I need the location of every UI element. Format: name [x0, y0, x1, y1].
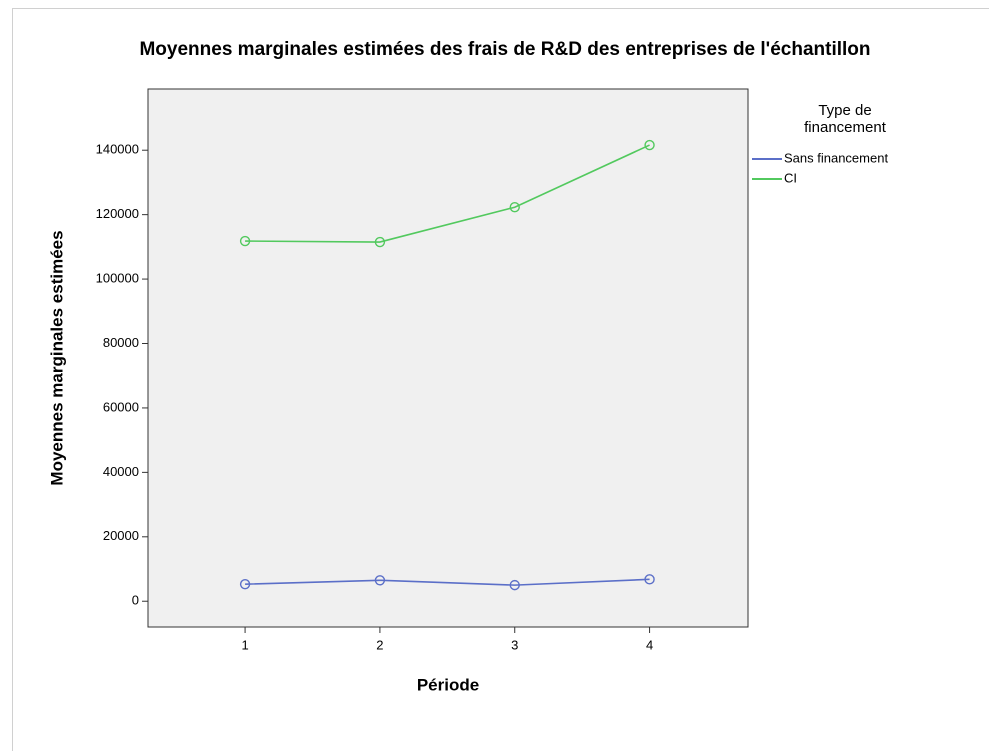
- point-marker: [644, 139, 655, 151]
- y-tick-label: 140000: [96, 142, 139, 157]
- y-tick-label: 100000: [96, 271, 139, 286]
- point-marker: [509, 579, 520, 591]
- y-tick-label: 20000: [103, 528, 139, 543]
- y-tick-label: 60000: [103, 399, 139, 414]
- y-tick-label: 40000: [103, 464, 139, 479]
- series-line: [245, 144, 650, 243]
- y-axis-label: Moyennes marginales estimées: [47, 230, 66, 485]
- legend-label: CI: [784, 170, 797, 185]
- x-axis-label: Période: [417, 675, 479, 694]
- series-line: [245, 578, 650, 586]
- y-tick-label: 80000: [103, 335, 139, 350]
- plot-area: [147, 88, 749, 628]
- x-tick-label: 1: [241, 637, 248, 652]
- x-tick-label: 2: [376, 637, 383, 652]
- y-tick-label: 120000: [96, 206, 139, 221]
- point-marker: [374, 575, 386, 586]
- y-tick-label: 0: [132, 593, 139, 608]
- x-tick-label: 4: [646, 637, 653, 652]
- point-marker: [239, 578, 251, 590]
- point-marker: [374, 236, 386, 248]
- x-tick-label: 3: [511, 637, 518, 652]
- point-marker: [239, 235, 251, 247]
- legend-title: Type de financement: [804, 102, 886, 136]
- chart-title: Moyennes marginales estimées des frais d…: [139, 39, 870, 60]
- point-marker: [644, 574, 655, 585]
- point-marker: [509, 202, 520, 213]
- legend-label: Sans financement: [784, 150, 888, 165]
